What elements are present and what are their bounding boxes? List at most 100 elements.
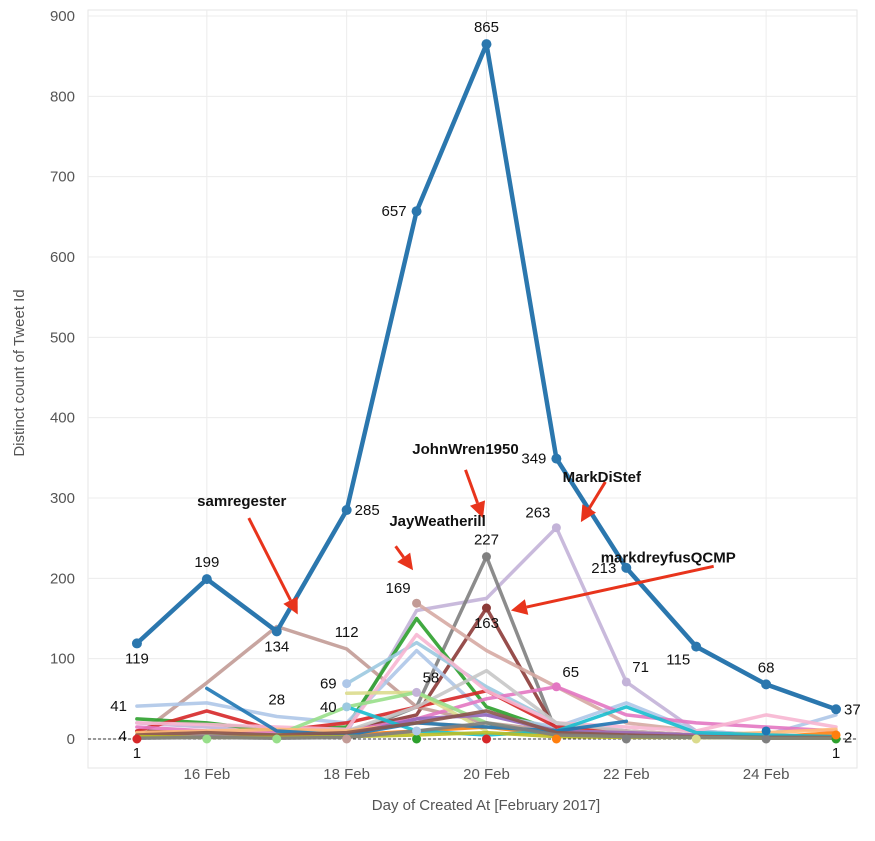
main-series-point xyxy=(831,704,842,715)
x-tick-label: 18 Feb xyxy=(323,766,370,783)
y-tick-label: 100 xyxy=(50,651,75,668)
data-point xyxy=(621,734,631,744)
data-label: 263 xyxy=(525,505,550,522)
y-axis-title: Distinct count of Tweet Id xyxy=(11,289,28,456)
data-label: 115 xyxy=(666,652,690,669)
y-tick-label: 200 xyxy=(50,570,75,587)
x-tick-label: 24 Feb xyxy=(743,766,790,783)
y-tick-label: 500 xyxy=(50,329,75,346)
data-label: 199 xyxy=(194,554,219,571)
annotation-label: JohnWren1950 xyxy=(412,441,518,458)
annotation-arrow-head xyxy=(283,596,298,615)
data-point xyxy=(691,734,701,744)
data-label: 163 xyxy=(474,615,499,632)
data-label: 227 xyxy=(474,532,499,549)
y-tick-label: 700 xyxy=(50,169,75,186)
y-tick-label: 300 xyxy=(50,490,75,507)
plot-frame xyxy=(87,9,858,769)
series-line xyxy=(135,632,838,733)
data-point xyxy=(761,734,771,744)
annotation-arrow-line xyxy=(464,469,479,504)
main-series-point xyxy=(271,626,282,637)
data-point xyxy=(621,677,631,687)
data-point xyxy=(481,552,491,562)
data-label: 65 xyxy=(562,664,579,681)
series-lines xyxy=(135,525,838,740)
data-label: 134 xyxy=(264,638,289,655)
data-label: 1 xyxy=(133,745,141,762)
annotation-arrow-line xyxy=(247,517,292,601)
data-point xyxy=(551,523,561,533)
main-series-point xyxy=(551,453,562,464)
data-label: 112 xyxy=(335,624,359,641)
data-label: 865 xyxy=(474,19,499,36)
main-series-point xyxy=(621,562,632,573)
x-axis-title: Day of Created At [February 2017] xyxy=(372,797,600,814)
x-tick-label: 20 Feb xyxy=(463,766,510,783)
x-tick-label: 16 Feb xyxy=(183,766,230,783)
data-label: 41 xyxy=(110,698,127,715)
data-point xyxy=(202,734,212,744)
annotation-arrow-head xyxy=(510,599,529,615)
main-series-point xyxy=(201,574,212,585)
annotations: samregester JohnWren1950 JayWeatherill Mark… xyxy=(197,441,736,615)
annotation-arrow-head xyxy=(397,552,414,571)
data-point xyxy=(481,734,491,744)
data-label: 657 xyxy=(382,203,407,220)
data-points xyxy=(132,523,841,744)
data-label: 68 xyxy=(758,659,775,676)
main-series-point xyxy=(341,505,352,516)
data-label: 349 xyxy=(521,451,546,468)
x-tick-label: 22 Feb xyxy=(603,766,650,783)
data-point xyxy=(412,726,422,736)
data-label: 2 xyxy=(844,729,852,746)
gridlines xyxy=(87,9,858,769)
data-label: 119 xyxy=(125,650,149,667)
annotation-arrow-head xyxy=(580,504,597,523)
main-series-point xyxy=(411,206,422,217)
data-label: 1 xyxy=(832,745,840,762)
data-point xyxy=(132,734,142,744)
data-label: 40 xyxy=(320,699,337,716)
annotation-label: markdreyfusQCMP xyxy=(601,549,736,566)
main-series-point xyxy=(691,641,702,652)
data-label: 71 xyxy=(632,659,649,676)
y-tick-label: 600 xyxy=(50,249,75,266)
main-series-point xyxy=(761,679,772,690)
data-label: 285 xyxy=(355,502,380,519)
annotation-arrow-line xyxy=(587,481,607,510)
data-label: 28 xyxy=(268,692,285,709)
main-series xyxy=(131,39,842,715)
data-point xyxy=(342,679,352,689)
data-label: 69 xyxy=(320,676,337,693)
y-tick-label: 900 xyxy=(50,8,75,25)
series-line xyxy=(344,705,838,739)
data-label: 4 xyxy=(119,728,127,745)
main-series-point xyxy=(481,39,492,50)
y-tick-label: 0 xyxy=(67,731,75,748)
data-label: 169 xyxy=(386,580,411,597)
annotation-arrow-line xyxy=(526,564,715,609)
annotation-label: MarkDiStef xyxy=(563,469,642,486)
data-label: 213 xyxy=(591,560,616,577)
data-point xyxy=(831,730,841,740)
annotation-label: samregester xyxy=(197,493,286,510)
main-series-point xyxy=(131,638,142,649)
data-point xyxy=(412,687,422,697)
y-tick-label: 800 xyxy=(50,88,75,105)
data-point xyxy=(272,734,282,744)
x-axis: 16 Feb 18 Feb 20 Feb 22 Feb 24 Feb xyxy=(183,766,789,783)
data-label: 37 xyxy=(844,701,861,718)
data-point xyxy=(551,682,561,692)
data-point xyxy=(761,726,771,736)
annotation-label: JayWeatherill xyxy=(389,513,485,530)
y-axis: 0 100 200 300 400 500 600 700 800 900 xyxy=(50,8,75,748)
data-point xyxy=(342,734,352,744)
data-point xyxy=(551,734,561,744)
y-tick-label: 400 xyxy=(50,410,75,427)
data-label: 58 xyxy=(423,669,440,686)
annotation-arrow-head xyxy=(470,500,486,519)
data-point xyxy=(412,734,422,744)
